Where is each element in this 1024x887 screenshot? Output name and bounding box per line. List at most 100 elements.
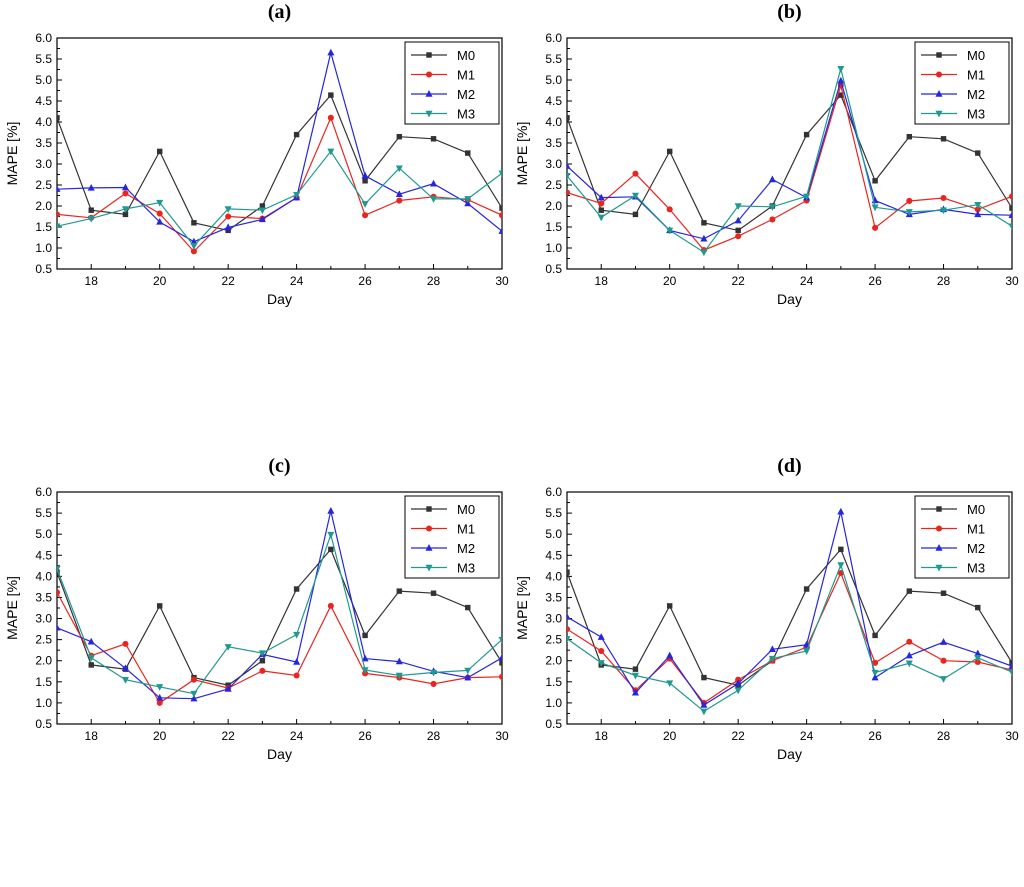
y-tick-label: 0.5 — [545, 717, 562, 731]
y-tick-label: 4.5 — [35, 548, 52, 562]
data-point-m3 — [871, 669, 879, 677]
data-point-m3 — [258, 650, 266, 658]
data-point-m0 — [1009, 205, 1012, 211]
data-point-m3 — [803, 193, 811, 201]
y-tick-label: 3.5 — [545, 590, 562, 604]
data-point-m3 — [430, 669, 438, 677]
chart-title: (d) — [777, 455, 801, 477]
data-point-m1 — [1008, 193, 1012, 200]
data-point-m3 — [293, 191, 301, 199]
data-point-m3 — [1008, 223, 1012, 231]
legend-label-m0: M0 — [457, 502, 475, 517]
data-point-m2 — [768, 175, 776, 183]
y-axis-label: MAPE [%] — [4, 122, 20, 186]
y-tick-label: 0.5 — [545, 262, 562, 276]
data-point-m0 — [838, 546, 844, 553]
data-point-m1 — [872, 224, 879, 231]
legend-box — [914, 495, 1010, 579]
legend-box — [404, 495, 500, 579]
data-point-m2 — [190, 694, 198, 702]
x-tick-label: 20 — [663, 729, 677, 743]
data-point-m3 — [905, 660, 913, 668]
x-tick-label: 22 — [221, 729, 235, 743]
data-point-m0 — [156, 603, 163, 609]
x-tick-label: 20 — [663, 274, 677, 288]
data-point-m1 — [598, 647, 605, 655]
chart-title: (a) — [268, 1, 291, 23]
plot-area — [57, 506, 502, 706]
data-point-m2 — [327, 506, 335, 514]
series-line-m0 — [567, 548, 1012, 686]
x-tick-label: 24 — [290, 274, 304, 288]
y-tick-label: 2.0 — [35, 654, 52, 668]
y-tick-label: 5.5 — [35, 52, 52, 66]
x-tick-label: 30 — [495, 729, 509, 743]
data-point-m1 — [567, 189, 571, 196]
series-line-m2 — [57, 52, 502, 243]
data-point-m2 — [837, 507, 845, 515]
series-line-m1 — [567, 571, 1012, 704]
data-point-m2 — [121, 183, 129, 191]
data-point-m2 — [430, 179, 438, 187]
data-point-m0 — [975, 150, 981, 156]
data-point-m1 — [190, 676, 197, 683]
data-point-m3 — [631, 672, 639, 680]
data-point-m3 — [224, 644, 232, 651]
y-tick-label: 6.0 — [545, 31, 562, 45]
x-tick-label: 20 — [153, 274, 167, 288]
legend-label-m0: M0 — [967, 502, 985, 517]
data-point-m3 — [121, 206, 129, 213]
data-point-m3 — [464, 667, 472, 675]
data-point-m0 — [940, 590, 947, 596]
x-tick-label: 24 — [800, 729, 814, 743]
legend-label-m3: M3 — [967, 107, 985, 122]
data-point-m2 — [597, 193, 605, 201]
data-point-m1 — [57, 589, 61, 596]
x-tick-label: 24 — [800, 274, 814, 288]
data-point-m0 — [259, 658, 266, 664]
y-tick-label: 5.5 — [545, 52, 562, 66]
data-point-m2 — [567, 162, 571, 169]
y-tick-label: 1.0 — [545, 241, 562, 255]
x-axis-label: Day — [777, 291, 802, 307]
data-point-m1 — [498, 212, 502, 219]
data-point-m2 — [87, 637, 95, 645]
data-point-m3 — [734, 203, 742, 210]
legend-marker-m2 — [425, 90, 433, 97]
y-tick-label: 1.0 — [35, 241, 52, 255]
data-point-m3 — [464, 196, 472, 203]
data-point-m3 — [567, 173, 571, 180]
data-point-m2 — [327, 48, 335, 56]
data-point-m0 — [430, 136, 437, 142]
data-point-m2 — [498, 227, 502, 234]
legend-label-m1: M1 — [967, 522, 985, 537]
chart-panel-c: (c) 0.5 1.0 1.5 2.0 2.5 3.0 3.5 4.0 4.5 5.0 5.5 6.0 1… — [4, 455, 509, 762]
data-point-m3 — [156, 199, 164, 207]
data-point-m2 — [87, 183, 95, 191]
legend-marker-m0 — [426, 52, 432, 58]
x-tick-label: 18 — [595, 274, 609, 288]
y-tick-label: 2.0 — [545, 199, 562, 213]
x-tick-label: 22 — [731, 729, 745, 743]
y-tick-label: 2.5 — [35, 178, 52, 192]
x-tick-label: 28 — [937, 274, 951, 288]
data-point-m0 — [396, 588, 403, 594]
data-point-m3 — [700, 249, 708, 257]
y-tick-label: 2.5 — [545, 633, 562, 647]
data-point-m3 — [597, 214, 605, 222]
legend-marker-m3 — [935, 564, 943, 572]
data-point-m1 — [940, 657, 947, 664]
data-point-m1 — [293, 672, 300, 679]
data-point-m1 — [666, 206, 673, 213]
data-point-m3 — [940, 207, 948, 215]
data-point-m3 — [293, 631, 301, 639]
y-tick-label: 4.0 — [35, 115, 52, 129]
data-point-m0 — [328, 92, 334, 98]
data-point-m3 — [190, 690, 198, 698]
data-point-m1 — [430, 680, 437, 687]
legend-box — [914, 41, 1010, 125]
data-point-m2 — [121, 664, 129, 672]
data-point-m2 — [768, 645, 776, 653]
x-tick-label: 18 — [85, 274, 99, 288]
